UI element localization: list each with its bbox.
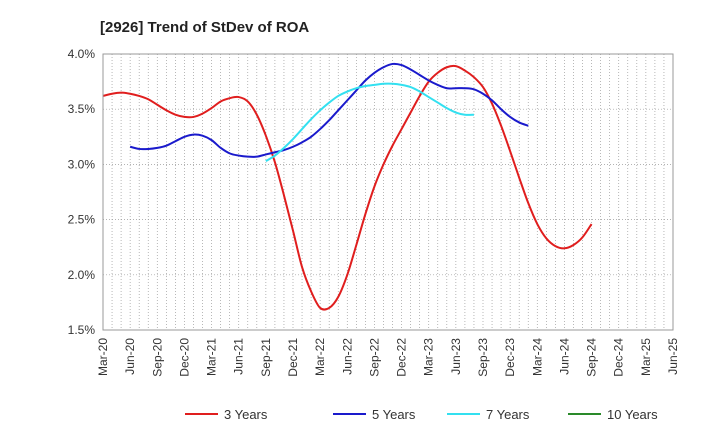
y-tick-label: 4.0%: [68, 47, 96, 61]
x-tick-label: Mar-21: [205, 338, 219, 376]
x-tick-label: Mar-25: [639, 338, 653, 376]
series-line-7-years: [265, 82, 474, 162]
legend-label: 10 Years: [607, 407, 658, 422]
series-line-5-years: [129, 62, 529, 158]
x-tick-label: Dec-24: [612, 338, 626, 377]
x-tick-label: Sep-20: [150, 338, 164, 377]
x-tick-label: Jun-25: [666, 338, 680, 375]
y-axis-ticks: 1.5% 2.0% 2.5% 3.0% 3.5% 4.0%: [68, 47, 96, 337]
x-tick-label: Jun-21: [232, 338, 246, 375]
x-tick-label: Jun-20: [123, 338, 137, 375]
x-tick-label: Mar-22: [313, 338, 327, 376]
x-tick-label: Sep-24: [585, 338, 599, 377]
legend-label: 5 Years: [372, 407, 416, 422]
x-tick-label: Dec-23: [503, 338, 517, 377]
x-tick-label: Dec-22: [395, 338, 409, 377]
x-tick-label: Jun-23: [449, 338, 463, 375]
legend-label: 7 Years: [486, 407, 530, 422]
chart-title: [2926] Trend of StDev of ROA: [100, 19, 309, 36]
x-tick-label: Jun-22: [340, 338, 354, 375]
x-tick-label: Sep-21: [259, 338, 273, 377]
series-line-3-years: [102, 64, 593, 311]
x-tick-label: Mar-20: [96, 338, 110, 376]
x-tick-label: Dec-21: [286, 338, 300, 377]
x-tick-label: Jun-24: [557, 338, 571, 375]
y-tick-label: 2.0%: [68, 268, 96, 282]
x-axis-ticks: Mar-20 Jun-20 Sep-20 Dec-20 Mar-21 Jun-21 Sep-…: [96, 338, 680, 377]
y-tick-label: 3.0%: [68, 157, 96, 171]
y-tick-label: 3.5%: [68, 102, 96, 116]
plot-grid: [103, 54, 673, 330]
x-tick-label: Dec-20: [177, 338, 191, 377]
x-tick-label: Sep-22: [367, 338, 381, 377]
y-tick-label: 1.5%: [68, 323, 96, 337]
series-lines: [102, 62, 593, 311]
x-tick-label: Sep-23: [476, 338, 490, 377]
plot-frame: [102, 53, 674, 331]
legend-label: 3 Years: [224, 407, 268, 422]
x-tick-label: Mar-23: [422, 338, 436, 376]
y-tick-label: 2.5%: [68, 213, 96, 227]
x-tick-label: Mar-24: [530, 338, 544, 376]
legend: 3 Years 5 Years 7 Years 10 Years: [185, 407, 658, 422]
